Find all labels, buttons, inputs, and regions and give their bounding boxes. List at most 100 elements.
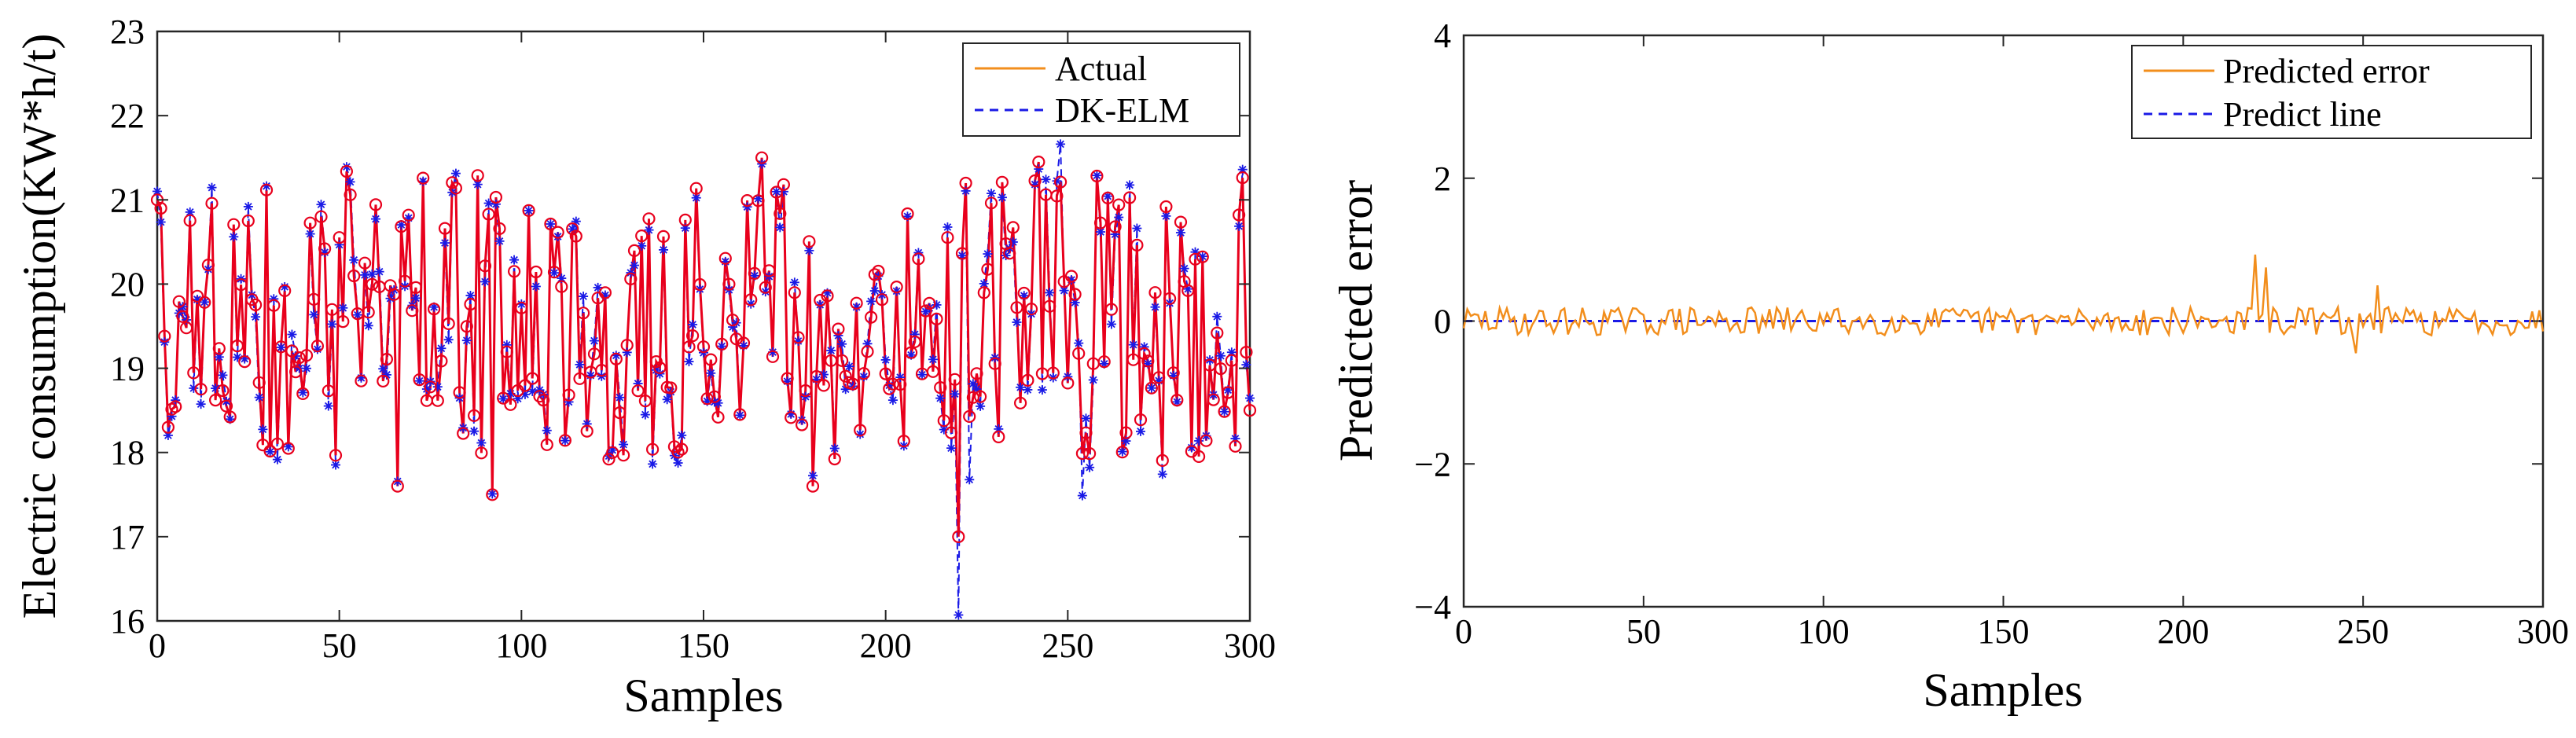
- actual-point: [803, 235, 816, 248]
- actual-point: [569, 229, 582, 243]
- dk-elm-point: [965, 475, 975, 485]
- actual-point: [194, 383, 208, 396]
- chart1-y-axis-label: Electric consumption(KW*h/t): [13, 34, 65, 619]
- actual-point: [551, 226, 564, 239]
- chart2-x-tick-label: 100: [1798, 612, 1850, 651]
- dk-elm-point-stroke: [306, 229, 314, 238]
- dk-elm-point-stroke: [1126, 181, 1134, 189]
- actual-point: [792, 331, 805, 344]
- actual-point: [413, 373, 426, 387]
- dk-elm-point-stroke: [1213, 312, 1222, 321]
- dk-elm-point-stroke: [1082, 414, 1090, 423]
- dk-elm-point-stroke: [1086, 463, 1093, 472]
- actual-point: [854, 424, 867, 437]
- dk-elm-point: [662, 395, 672, 405]
- dk-elm-point-stroke: [317, 200, 325, 209]
- actual-point: [839, 369, 852, 383]
- actual-point: [274, 340, 288, 354]
- dk-elm-point-stroke: [1097, 228, 1104, 236]
- dk-elm-point-stroke: [561, 436, 569, 445]
- chart1-y-tick-label: 21: [110, 181, 145, 219]
- dk-elm-point: [557, 274, 567, 284]
- actual-point: [482, 207, 495, 221]
- actual-point: [198, 296, 211, 309]
- actual-point: [707, 390, 722, 403]
- dk-elm-point: [1132, 223, 1142, 233]
- dk-elm-point-stroke: [805, 246, 814, 255]
- actual-point: [1145, 381, 1159, 395]
- dk-elm-point: [1012, 318, 1022, 328]
- dk-elm-point-stroke: [772, 187, 781, 196]
- actual-point: [696, 340, 711, 354]
- actual-point: [544, 217, 557, 231]
- dk-elm-point: [1117, 446, 1127, 457]
- dk-elm-point-stroke: [310, 310, 318, 319]
- dk-elm-point: [560, 435, 570, 446]
- series-predicted-error-line: [1462, 254, 2545, 354]
- dk-elm-point-stroke: [943, 223, 952, 231]
- dk-elm-point-stroke: [156, 218, 165, 226]
- dk-elm-point: [476, 438, 487, 448]
- dk-elm-point-stroke: [1023, 386, 1032, 394]
- actual-point: [355, 374, 368, 387]
- dk-elm-point-stroke: [660, 246, 667, 254]
- actual-point: [642, 212, 656, 226]
- dk-elm-point: [153, 186, 162, 196]
- actual-point: [340, 165, 353, 178]
- dk-elm-point: [316, 200, 326, 210]
- dk-elm-point-stroke: [339, 303, 347, 312]
- chart1-data-layer: [150, 139, 1257, 620]
- actual-point: [296, 387, 310, 400]
- dk-elm-point: [829, 443, 840, 453]
- dk-elm-point-stroke: [397, 221, 406, 229]
- chart1-y-tick-label: 19: [110, 350, 145, 388]
- chart1-y-tick-label: 16: [110, 602, 145, 641]
- dk-elm-point-stroke: [1016, 383, 1024, 391]
- actual-point: [402, 208, 415, 222]
- actual-point: [318, 242, 332, 255]
- dk-elm-point-stroke: [852, 303, 861, 311]
- dk-elm-point: [575, 359, 585, 369]
- dk-elm-point: [305, 229, 315, 239]
- actual-point: [1130, 238, 1144, 252]
- dk-elm-point: [323, 401, 333, 411]
- actual-point: [810, 369, 823, 384]
- actual-point: [1218, 405, 1231, 418]
- dk-elm-point: [345, 177, 355, 187]
- chart2-data-layer: [1462, 254, 2545, 354]
- actual-point: [1032, 156, 1045, 169]
- dk-elm-point: [1234, 221, 1244, 231]
- actual-point: [299, 349, 314, 362]
- dk-elm-point-stroke: [281, 283, 289, 291]
- actual-point: [763, 264, 776, 277]
- dk-elm-point-stroke: [1238, 165, 1247, 174]
- actual-point: [857, 367, 871, 380]
- dk-elm-point-stroke: [641, 410, 649, 419]
- actual-point: [263, 444, 277, 458]
- chart1-legend-box: [962, 42, 1240, 137]
- actual-point: [216, 384, 230, 398]
- dk-elm-point: [363, 321, 373, 331]
- actual-point: [467, 409, 481, 422]
- dk-elm-point: [487, 489, 498, 499]
- dk-elm-point: [928, 354, 938, 365]
- dk-elm-point-stroke: [593, 284, 602, 292]
- dk-elm-point-stroke: [499, 395, 508, 403]
- dk-elm-point-stroke: [204, 265, 212, 274]
- chart2-x-tick-label: 200: [2157, 612, 2209, 651]
- dk-elm-point-stroke: [1118, 447, 1126, 456]
- dk-elm-point: [887, 395, 898, 406]
- actual-point: [424, 380, 437, 394]
- actual-point: [344, 188, 357, 201]
- dk-elm-point: [684, 357, 694, 367]
- actual-point: [904, 346, 918, 359]
- actual-point: [311, 340, 324, 353]
- actual-point: [1189, 252, 1202, 266]
- actual-point: [1050, 189, 1064, 203]
- actual-point: [249, 298, 263, 311]
- actual-point: [755, 151, 769, 164]
- actual-point: [959, 176, 972, 190]
- actual-point: [1061, 376, 1075, 390]
- actual-point: [806, 479, 820, 493]
- dk-elm-point-stroke: [470, 427, 478, 435]
